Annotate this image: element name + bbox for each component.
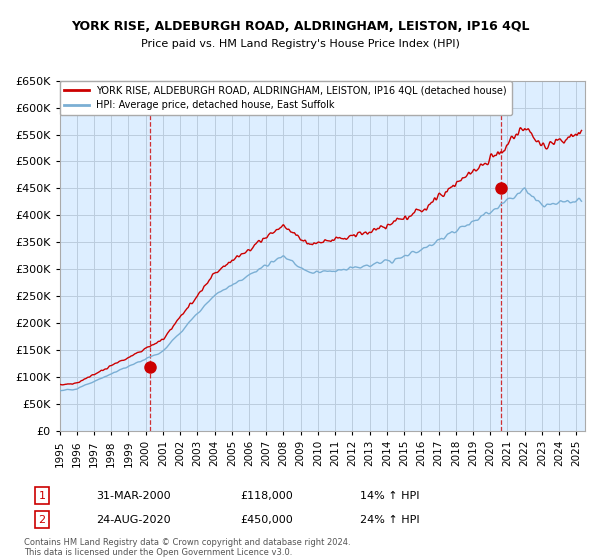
Text: 14% ↑ HPI: 14% ↑ HPI [360, 491, 419, 501]
Text: £118,000: £118,000 [240, 491, 293, 501]
Text: 31-MAR-2000: 31-MAR-2000 [96, 491, 170, 501]
Text: 1: 1 [146, 95, 154, 105]
Text: Contains HM Land Registry data © Crown copyright and database right 2024.
This d: Contains HM Land Registry data © Crown c… [24, 538, 350, 557]
Text: £450,000: £450,000 [240, 515, 293, 525]
Text: 1: 1 [38, 491, 46, 501]
Text: YORK RISE, ALDEBURGH ROAD, ALDRINGHAM, LEISTON, IP16 4QL: YORK RISE, ALDEBURGH ROAD, ALDRINGHAM, L… [71, 20, 529, 32]
Text: 24-AUG-2020: 24-AUG-2020 [96, 515, 170, 525]
Text: Price paid vs. HM Land Registry's House Price Index (HPI): Price paid vs. HM Land Registry's House … [140, 39, 460, 49]
Legend: YORK RISE, ALDEBURGH ROAD, ALDRINGHAM, LEISTON, IP16 4QL (detached house), HPI: : YORK RISE, ALDEBURGH ROAD, ALDRINGHAM, L… [59, 81, 512, 115]
Text: 2: 2 [38, 515, 46, 525]
Text: 2: 2 [498, 95, 505, 105]
Text: 24% ↑ HPI: 24% ↑ HPI [360, 515, 419, 525]
